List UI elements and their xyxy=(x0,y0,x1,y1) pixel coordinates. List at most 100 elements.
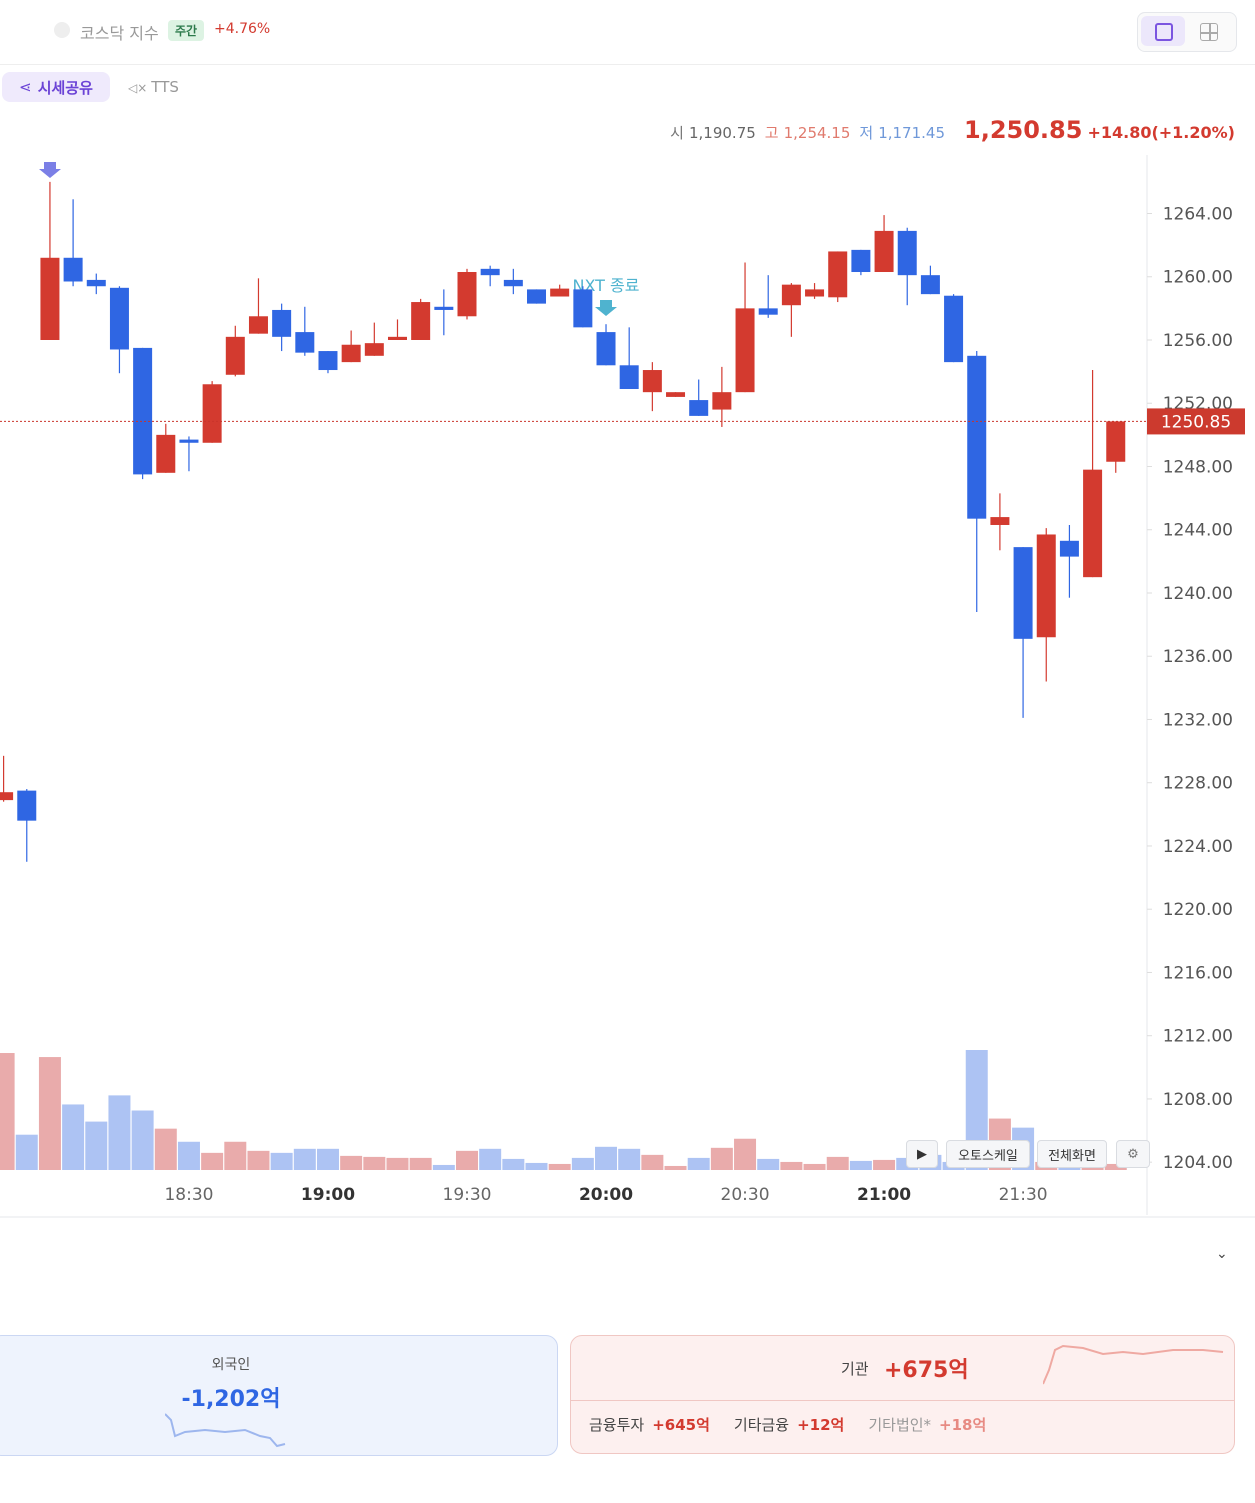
detail-value: +18억 xyxy=(939,1416,987,1434)
candle-body xyxy=(874,230,894,273)
candle-body xyxy=(642,370,662,393)
candle-body xyxy=(805,289,825,297)
price: 1,250.85 xyxy=(964,116,1083,144)
y-tick-label: 1264.00 xyxy=(1163,205,1233,225)
current-price-label: 1250.85 xyxy=(1161,412,1231,432)
volume-bar xyxy=(85,1121,108,1170)
fullscreen-button[interactable]: 전체화면 xyxy=(1037,1140,1107,1168)
detail-item: 기타금융 +12억 xyxy=(734,1414,844,1435)
volume-bar xyxy=(803,1163,826,1170)
volume-bar xyxy=(456,1150,478,1170)
candle-body xyxy=(248,316,268,334)
tts-icon: ◁× xyxy=(128,81,148,95)
current-price-tag xyxy=(1147,408,1245,435)
volume-bar xyxy=(687,1157,710,1170)
sparkline-path xyxy=(165,1413,286,1448)
x-tick-label: 21:00 xyxy=(857,1185,911,1205)
y-tick-label: 1220.00 xyxy=(1163,900,1233,920)
y-tick-label: 1208.00 xyxy=(1163,1090,1233,1110)
candle-body xyxy=(897,230,917,276)
candle-body xyxy=(341,344,361,363)
open-label: 시 xyxy=(670,124,684,142)
price-change: +14.80(+1.20%) xyxy=(1087,123,1235,142)
y-tick-label: 1236.00 xyxy=(1163,647,1233,667)
y-tick-label: 1228.00 xyxy=(1163,774,1233,794)
candle-body xyxy=(596,332,616,366)
candle-body xyxy=(295,332,315,353)
volume-bar xyxy=(409,1157,432,1170)
expand-chevron[interactable]: ⌄ xyxy=(1216,1246,1228,1262)
volume-bar xyxy=(571,1157,594,1170)
institution-value: +675억 xyxy=(884,1358,969,1383)
chart: NXT 종료 1204.001208.001212.001216.001220.… xyxy=(0,155,1255,1218)
candle-body xyxy=(503,279,523,287)
candle-body xyxy=(573,289,593,328)
candle-body xyxy=(0,792,14,801)
open-value: 1,190.75 xyxy=(688,124,756,142)
grid-view-button[interactable] xyxy=(1200,23,1218,41)
volume-bar xyxy=(363,1156,386,1170)
volume-bar xyxy=(479,1148,502,1170)
candle-body xyxy=(550,288,570,297)
volume-bar xyxy=(38,1057,61,1170)
candle-body xyxy=(156,434,176,473)
candle-body xyxy=(619,365,639,390)
volume-bar xyxy=(15,1134,38,1170)
single-view-button[interactable] xyxy=(1141,16,1185,46)
candle-body xyxy=(17,790,37,821)
index-change: +4.76% xyxy=(214,21,271,37)
candle-body xyxy=(457,272,477,317)
candle-body xyxy=(735,308,755,393)
volume-bar xyxy=(340,1155,363,1170)
volume-bar xyxy=(154,1128,177,1170)
y-tick-label: 1204.00 xyxy=(1163,1153,1233,1173)
y-tick-label: 1240.00 xyxy=(1163,584,1233,604)
settings-button[interactable]: ⚙ xyxy=(1116,1140,1150,1168)
y-tick-label: 1256.00 xyxy=(1163,331,1233,351)
volume-bar xyxy=(386,1157,409,1170)
session-badge: 주간 xyxy=(168,20,205,41)
detail-label: 기타법인* xyxy=(868,1416,932,1434)
institution-details: 금융투자 +645억 기타금융 +12억 기타법인* +18억 xyxy=(589,1414,986,1435)
candle-body xyxy=(86,279,106,287)
detail-label: 금융투자 xyxy=(589,1416,645,1434)
volume-bar xyxy=(62,1104,85,1170)
candle-body xyxy=(990,517,1010,525)
volume-bar xyxy=(131,1110,154,1170)
candle-body xyxy=(480,268,500,276)
candle-body xyxy=(387,336,407,340)
candle-body xyxy=(712,392,732,410)
volume-bar xyxy=(316,1148,339,1170)
detail-item: 금융투자 +645억 xyxy=(589,1414,710,1435)
y-tick-label: 1224.00 xyxy=(1163,837,1233,857)
single-icon xyxy=(1155,23,1173,41)
candle-body xyxy=(133,347,153,475)
volume-bar xyxy=(618,1148,641,1170)
volume-bar xyxy=(525,1162,548,1170)
share-button[interactable]: ⋖ 시세공유 xyxy=(2,72,110,102)
volume-bar xyxy=(826,1156,849,1170)
view-toggle xyxy=(1137,12,1237,52)
candle-body xyxy=(1013,547,1033,639)
volume-bar xyxy=(710,1147,733,1170)
play-button[interactable]: ▶ xyxy=(906,1140,938,1168)
foreign-card: 외국인 -1,202억 xyxy=(0,1335,558,1456)
x-tick-label: 21:30 xyxy=(999,1185,1048,1205)
autoscale-button[interactable]: 오토스케일 xyxy=(946,1140,1030,1168)
foreign-value: -1,202억 xyxy=(181,1387,281,1412)
candle-body xyxy=(666,392,686,397)
volume-bar xyxy=(432,1164,455,1170)
detail-value: +12억 xyxy=(797,1416,845,1434)
x-tick-label: 19:30 xyxy=(443,1185,492,1205)
institution-card: 기관 +675억 금융투자 +645억 기타금융 +12억 기타법인* +18억 xyxy=(570,1335,1235,1454)
high-label: 고 xyxy=(764,124,779,142)
high-value: 1,254.15 xyxy=(783,124,851,142)
tts-button[interactable]: ◁× TTS xyxy=(128,78,179,96)
foreign-sparkline xyxy=(165,1413,286,1448)
x-tick-label: 18:30 xyxy=(164,1185,213,1205)
candle-body xyxy=(63,257,83,282)
x-tick-label: 20:30 xyxy=(721,1185,770,1205)
candle-body xyxy=(758,308,778,315)
nxt-arrow xyxy=(595,300,617,316)
detail-value: +645억 xyxy=(652,1416,710,1434)
